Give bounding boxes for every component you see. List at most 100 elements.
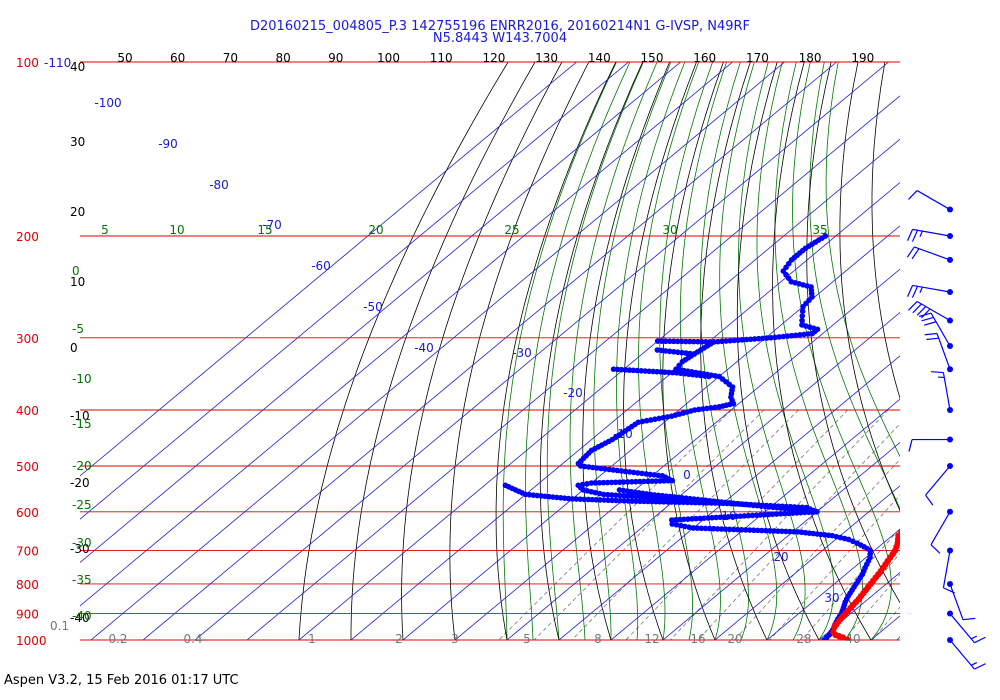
dewpoint-point	[612, 479, 619, 486]
moist-adiabat-label: 30	[662, 223, 677, 237]
dewpoint-point	[666, 338, 673, 345]
dewpoint-point	[700, 499, 707, 506]
moist-adiabat-line	[525, 62, 631, 640]
isobars	[80, 61, 900, 641]
dewpoint-point	[666, 369, 672, 376]
pressure-label: 700	[16, 544, 39, 558]
dewpoint-point	[622, 367, 629, 373]
moist-adiabat-label: 5	[101, 223, 109, 237]
dewpoint-point	[630, 367, 637, 374]
mixing-ratio-label: 5	[523, 632, 531, 646]
dewpoint-point	[784, 333, 791, 339]
dewpoint-point	[765, 511, 772, 518]
temperature-point	[975, 322, 981, 328]
temperature-point	[975, 274, 981, 280]
dewpoint-point	[699, 338, 705, 345]
isotherm-line	[506, 311, 900, 640]
pressure-label: 600	[16, 506, 39, 520]
temperature-point	[906, 513, 912, 519]
dewpoint-point	[658, 347, 665, 354]
dewpoint-point	[597, 497, 604, 503]
mixing-ratio-label: 8	[594, 632, 602, 646]
temperature-point	[911, 474, 917, 480]
dry-adiabat-line	[539, 62, 644, 640]
wind-barb-staff	[916, 300, 951, 321]
isotherm-label: -20	[563, 386, 583, 400]
dewpoint-point	[616, 479, 623, 485]
wind-barb-flag	[908, 439, 913, 452]
dewpoint-point	[737, 513, 744, 519]
dewpoint-point	[637, 478, 643, 485]
dewpoint-point	[604, 479, 611, 486]
dewpoint-point	[629, 479, 635, 485]
temperature-point	[968, 213, 974, 219]
temperature-profile	[830, 213, 983, 640]
temperature-point	[937, 419, 943, 425]
dewpoint-point	[622, 468, 629, 475]
temperature-point	[976, 287, 982, 293]
wind-barb-staff	[916, 190, 951, 211]
temperature-point	[911, 491, 917, 497]
isotherm-label: 30	[824, 591, 839, 605]
isotherm-label: -80	[209, 178, 229, 192]
temperature-point	[975, 279, 981, 285]
dewpoint-point	[734, 526, 741, 533]
isotherm-label: -60	[311, 259, 331, 273]
mixing-ratio-line	[871, 606, 900, 640]
isotherm-line	[923, 62, 1000, 640]
dry-adiabat-line	[700, 62, 768, 640]
isotherm-line	[90, 62, 785, 640]
pressure-label: 100	[16, 56, 39, 70]
dewpoint-point	[775, 528, 781, 534]
moist-adiabat-label: -5	[72, 322, 84, 336]
top-temperature-tick: 110	[430, 51, 453, 65]
dewpoint-point	[750, 527, 757, 534]
dewpoint-point	[590, 464, 596, 471]
wind-barb-flag	[911, 248, 920, 260]
moist-adiabat-line	[792, 62, 892, 640]
dewpoint-point	[649, 478, 655, 485]
temperature-point	[976, 314, 982, 320]
dewpoint-point	[621, 497, 627, 504]
dewpoint-profile	[502, 233, 874, 640]
dewpoint-point	[772, 334, 778, 341]
dewpoint-point	[706, 525, 713, 532]
isotherm-line	[298, 138, 900, 640]
dewpoint-point	[581, 496, 588, 503]
pressure-label: 300	[16, 332, 39, 346]
mixing-ratio-label: 1	[308, 632, 316, 646]
temperature-point	[975, 249, 981, 255]
dewpoint-point	[600, 479, 607, 486]
dewpoint-point	[625, 498, 631, 504]
moist-adiabat-label: 35	[812, 223, 827, 237]
dewpoint-point	[725, 514, 732, 520]
dewpoint-point	[604, 491, 611, 498]
wind-barb-staff	[949, 639, 975, 670]
dewpoint-point	[645, 498, 651, 505]
isotherm-line	[818, 571, 900, 640]
dewpoint-point	[767, 528, 773, 534]
dewpoint-point	[696, 499, 703, 506]
dewpoint-point	[624, 479, 631, 485]
wind-barb-flag	[974, 636, 986, 644]
dewpoint-point	[718, 526, 725, 532]
dewpoint-point	[626, 367, 633, 373]
dewpoint-point	[654, 338, 661, 344]
dewpoint-point	[588, 480, 595, 486]
moist-adiabat-label: -30	[72, 536, 92, 550]
dewpoint-point	[735, 337, 742, 343]
wind-barb-flag	[912, 303, 922, 314]
temperature-point	[976, 291, 982, 297]
dewpoint-point	[593, 496, 600, 503]
dewpoint-point	[714, 526, 721, 532]
isotherm-line	[766, 528, 900, 640]
moist-adiabat-label: -25	[72, 498, 92, 512]
dewpoint-point	[651, 472, 657, 478]
dewpoint-point	[739, 337, 746, 343]
dewpoint-point	[662, 369, 668, 375]
temperature-point	[922, 456, 928, 462]
temperature-point	[977, 306, 983, 312]
temperature-point	[895, 532, 900, 539]
wind-barb-flag	[925, 494, 934, 506]
dewpoint-point	[709, 514, 715, 521]
